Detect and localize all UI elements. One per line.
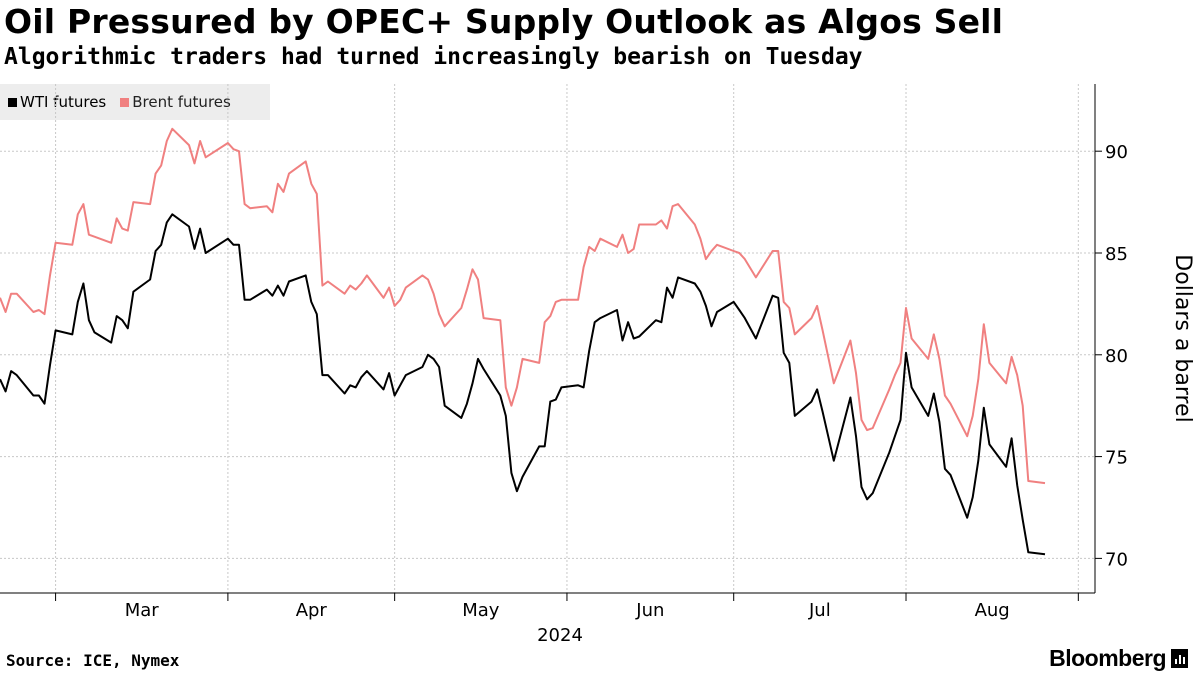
series-line-wti <box>0 213 1046 556</box>
legend: WTI futures Brent futures <box>0 84 270 120</box>
x-tick-label: Apr <box>296 600 328 621</box>
y-tick-label: 80 <box>1105 346 1128 367</box>
y-axis-title: Dollars a barrel <box>1170 254 1195 422</box>
tick-labels: 70 75 80 85 90 Mar Apr May Jun Jul Aug 2024 Dollars … <box>125 142 1195 646</box>
x-tick-label: May <box>462 600 500 621</box>
y-tick-label: 90 <box>1105 142 1128 163</box>
x-tick-label: Aug <box>975 600 1010 621</box>
bloomberg-terminal-icon <box>1171 649 1188 668</box>
x-tick-label: Jun <box>635 600 664 621</box>
legend-swatch-wti <box>8 97 17 107</box>
legend-swatch-brent <box>120 97 130 107</box>
y-tick-label: 75 <box>1105 448 1128 469</box>
axes <box>0 84 1102 601</box>
series-line-brent <box>0 127 1046 485</box>
legend-label-brent: Brent futures <box>132 93 231 111</box>
chart-title: Oil Pressured by OPEC+ Supply Outlook as… <box>4 2 1004 41</box>
chart-subtitle: Algorithmic traders had turned increasin… <box>4 44 863 70</box>
x-axis-year-label: 2024 <box>537 625 583 646</box>
y-tick-label: 85 <box>1105 244 1128 265</box>
series-lines <box>0 127 1046 556</box>
legend-item-wti: WTI futures <box>8 93 106 111</box>
legend-item-brent: Brent futures <box>120 93 231 111</box>
gridlines <box>0 84 1095 593</box>
brand-logo-text: Bloomberg <box>1049 645 1166 671</box>
y-tick-label: 70 <box>1105 549 1128 570</box>
source-note: Source: ICE, Nymex <box>6 651 180 670</box>
legend-label-wti: WTI futures <box>20 93 107 111</box>
x-tick-label: Mar <box>125 600 160 621</box>
x-tick-label: Jul <box>808 600 831 621</box>
